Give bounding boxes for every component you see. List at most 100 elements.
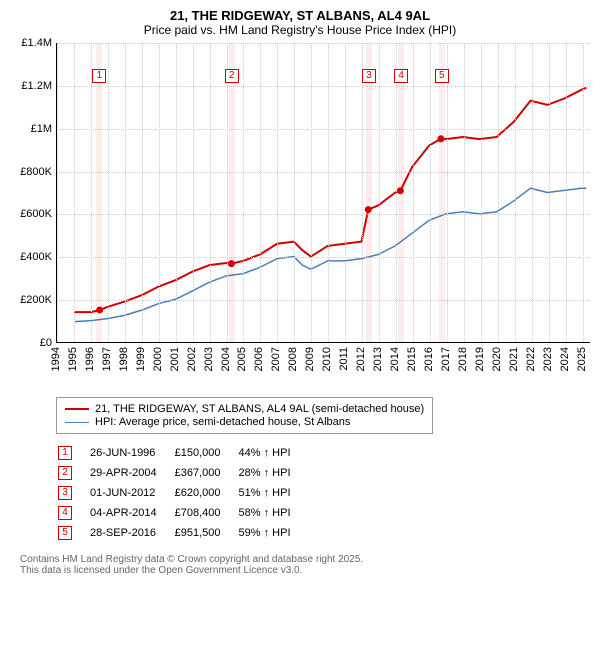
gridline-v <box>583 43 584 342</box>
sale-price: £150,000 <box>175 444 237 462</box>
gridline-v <box>108 43 109 342</box>
y-tick-label: £400K <box>20 251 52 263</box>
sale-num-box: 5 <box>58 526 72 540</box>
gridline-h <box>57 214 590 215</box>
gridline-v <box>243 43 244 342</box>
gridline-v <box>413 43 414 342</box>
x-tick-label: 2013 <box>372 347 384 371</box>
gridline-v <box>159 43 160 342</box>
chart-lines <box>57 43 590 342</box>
gridline-v <box>379 43 380 342</box>
x-tick-label: 1995 <box>67 347 79 371</box>
gridline-v <box>311 43 312 342</box>
gridline-v <box>532 43 533 342</box>
gridline-h <box>57 43 590 44</box>
y-tick-label: £1M <box>31 123 52 135</box>
sale-price: £367,000 <box>175 464 237 482</box>
x-tick-label: 2019 <box>474 347 486 371</box>
x-tick-label: 2024 <box>559 347 571 371</box>
legend: 21, THE RIDGEWAY, ST ALBANS, AL4 9AL (se… <box>56 397 433 434</box>
title-line2: Price paid vs. HM Land Registry's House … <box>10 23 590 37</box>
legend-label: HPI: Average price, semi-detached house,… <box>95 416 350 428</box>
legend-swatch <box>65 408 89 410</box>
x-tick-label: 1997 <box>101 347 113 371</box>
gridline-h <box>57 300 590 301</box>
gridline-v <box>566 43 567 342</box>
footer: Contains HM Land Registry data © Crown c… <box>20 554 590 576</box>
x-tick-label: 2006 <box>253 347 265 371</box>
x-tick-label: 1998 <box>118 347 130 371</box>
sale-band <box>229 43 235 342</box>
sale-date: 29-APR-2004 <box>90 464 173 482</box>
table-row: 229-APR-2004£367,00028% ↑ HPI <box>58 464 307 482</box>
sale-date: 26-JUN-1996 <box>90 444 173 462</box>
gridline-v <box>176 43 177 342</box>
x-tick-label: 1994 <box>50 347 62 371</box>
gridline-v <box>515 43 516 342</box>
gridline-v <box>481 43 482 342</box>
x-tick-label: 2023 <box>542 347 554 371</box>
sale-band <box>439 43 445 342</box>
gridline-v <box>57 43 58 342</box>
gridline-v <box>142 43 143 342</box>
gridline-v <box>125 43 126 342</box>
gridline-v <box>210 43 211 342</box>
y-axis: £0£200K£400K£600K£800K£1M£1.2M£1.4M <box>10 43 56 343</box>
sale-marker-number: 4 <box>394 69 408 83</box>
x-tick-label: 1999 <box>135 347 147 371</box>
x-tick-label: 2011 <box>338 347 350 371</box>
gridline-v <box>345 43 346 342</box>
sale-marker-number: 5 <box>435 69 449 83</box>
gridline-v <box>260 43 261 342</box>
gridline-v <box>498 43 499 342</box>
legend-label: 21, THE RIDGEWAY, ST ALBANS, AL4 9AL (se… <box>95 403 424 415</box>
table-row: 1 26-JUN-1996£150,00044% ↑ HPI <box>58 444 307 462</box>
sale-band <box>366 43 372 342</box>
sale-num-box: 1 <box>58 446 72 460</box>
x-tick-label: 2010 <box>321 347 333 371</box>
sale-pct: 51% ↑ HPI <box>239 484 307 502</box>
sale-pct: 44% ↑ HPI <box>239 444 307 462</box>
gridline-v <box>227 43 228 342</box>
x-tick-label: 2012 <box>355 347 367 371</box>
legend-swatch <box>65 422 89 423</box>
chart: £0£200K£400K£600K£800K£1M£1.2M£1.4M 1234… <box>10 43 590 393</box>
footer-line2: This data is licensed under the Open Gov… <box>20 565 590 576</box>
y-tick-label: £1.4M <box>21 37 52 49</box>
table-row: 301-JUN-2012£620,00051% ↑ HPI <box>58 484 307 502</box>
x-tick-label: 2001 <box>169 347 181 371</box>
gridline-h <box>57 86 590 87</box>
sale-price: £951,500 <box>175 524 237 542</box>
gridline-v <box>294 43 295 342</box>
gridline-v <box>362 43 363 342</box>
legend-item: 21, THE RIDGEWAY, ST ALBANS, AL4 9AL (se… <box>65 403 424 415</box>
x-tick-label: 2009 <box>304 347 316 371</box>
chart-container: 21, THE RIDGEWAY, ST ALBANS, AL4 9AL Pri… <box>0 0 600 584</box>
footer-line1: Contains HM Land Registry data © Crown c… <box>20 554 590 565</box>
y-tick-label: £1.2M <box>21 80 52 92</box>
x-tick-label: 2017 <box>440 347 452 371</box>
sale-num-box: 3 <box>58 486 72 500</box>
sale-num-box: 4 <box>58 506 72 520</box>
sale-band <box>398 43 404 342</box>
gridline-v <box>91 43 92 342</box>
sale-pct: 58% ↑ HPI <box>239 504 307 522</box>
gridline-v <box>464 43 465 342</box>
sale-marker-number: 2 <box>225 69 239 83</box>
x-tick-label: 2007 <box>270 347 282 371</box>
y-tick-label: £600K <box>20 208 52 220</box>
x-tick-label: 2025 <box>576 347 588 371</box>
title-line1: 21, THE RIDGEWAY, ST ALBANS, AL4 9AL <box>10 8 590 23</box>
sale-price: £708,400 <box>175 504 237 522</box>
sale-date: 28-SEP-2016 <box>90 524 173 542</box>
x-tick-label: 1996 <box>84 347 96 371</box>
x-tick-label: 2022 <box>525 347 537 371</box>
x-tick-label: 2020 <box>491 347 503 371</box>
gridline-v <box>396 43 397 342</box>
x-tick-label: 2014 <box>389 347 401 371</box>
gridline-v <box>328 43 329 342</box>
gridline-h <box>57 257 590 258</box>
sale-date: 01-JUN-2012 <box>90 484 173 502</box>
x-tick-label: 2005 <box>236 347 248 371</box>
x-tick-label: 2000 <box>152 347 164 371</box>
